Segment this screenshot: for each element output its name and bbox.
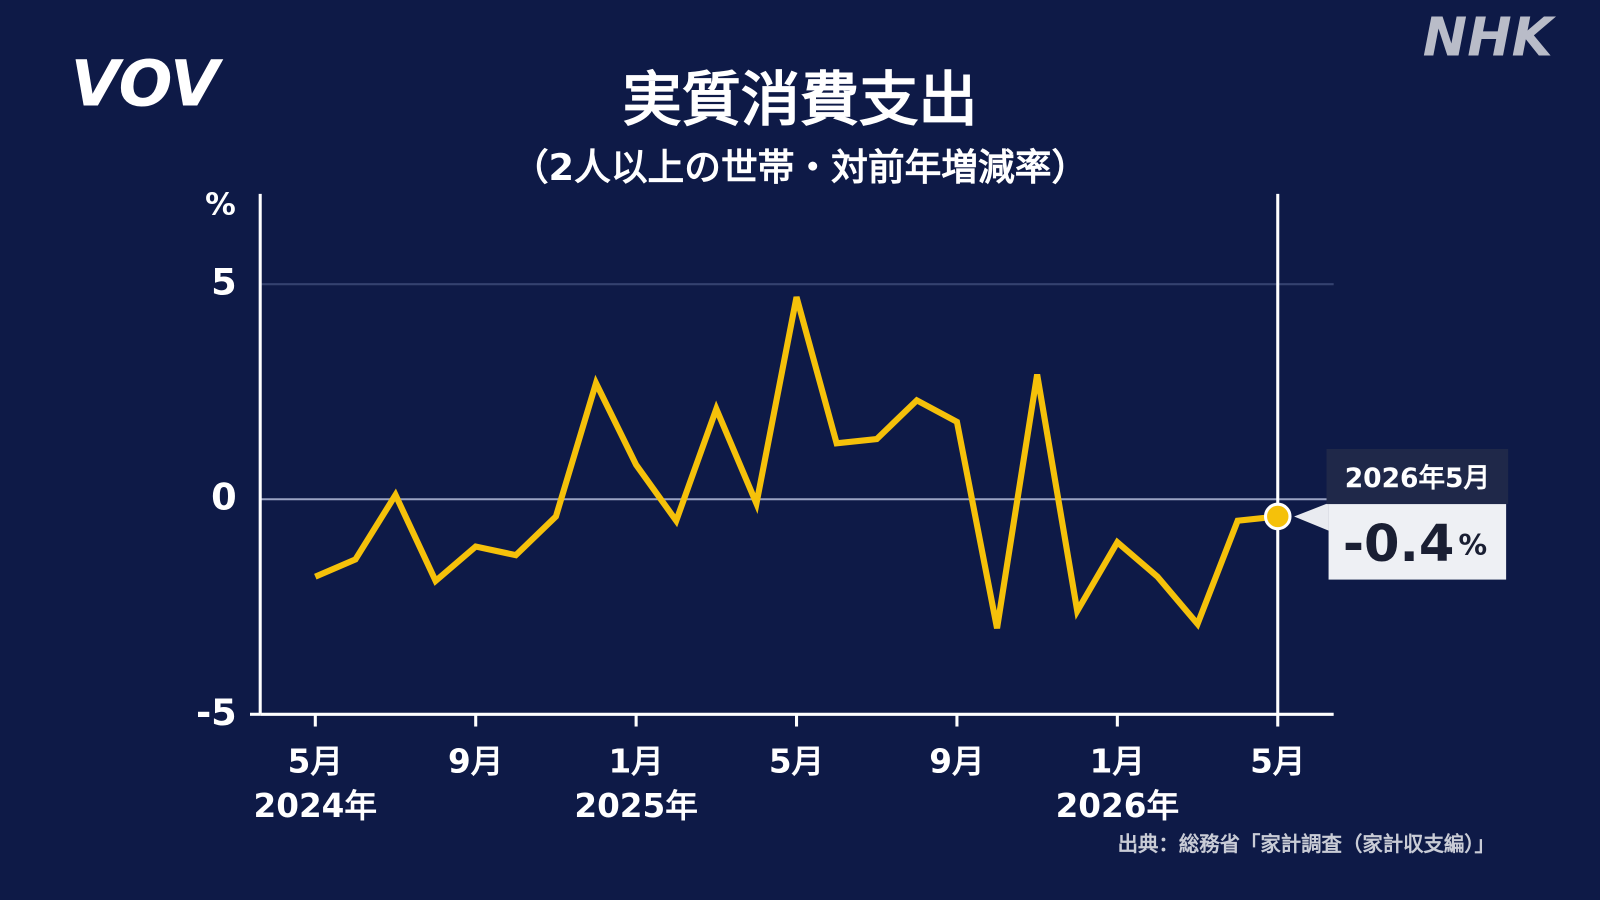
- y-axis-unit: %: [205, 188, 236, 223]
- x-tick-label: 5月: [288, 742, 343, 780]
- chart-subtitle: （2人以上の世帯・対前年増減率）: [512, 146, 1088, 189]
- y-tick-label: -5: [196, 691, 237, 734]
- callout-value-unit: %: [1458, 528, 1487, 562]
- x-tick-label: 9月: [448, 742, 503, 780]
- x-tick-label: 5月: [1250, 742, 1305, 780]
- callout-pointer: [1294, 503, 1329, 531]
- source-note: 出典：総務省「家計調査（家計収支編）」: [1118, 832, 1495, 856]
- x-tick-label: 1月: [608, 742, 663, 780]
- x-year-label: 2025年: [574, 787, 698, 825]
- latest-point: [1263, 502, 1292, 531]
- x-tick-label: 9月: [929, 742, 984, 780]
- y-tick-label: 5: [211, 261, 237, 304]
- nhk-logo: NHK: [1423, 6, 1557, 68]
- callout-date: 2026年5月: [1345, 463, 1490, 494]
- x-year-label: 2024年: [254, 787, 378, 825]
- callout-value: -0.4%: [1343, 515, 1487, 574]
- vov-logo: VOV: [71, 46, 224, 120]
- chart-title: 実質消費支出: [622, 65, 977, 134]
- callout-body: [1328, 504, 1507, 580]
- callout-header: [1326, 448, 1509, 505]
- x-tick-label: 5月: [769, 742, 824, 780]
- x-year-label: 2026年: [1056, 787, 1180, 825]
- x-tick-label: 1月: [1090, 742, 1145, 780]
- y-tick-label: 0: [211, 476, 237, 519]
- callout-value-number: -0.4: [1343, 515, 1455, 574]
- data-line: [314, 296, 1279, 630]
